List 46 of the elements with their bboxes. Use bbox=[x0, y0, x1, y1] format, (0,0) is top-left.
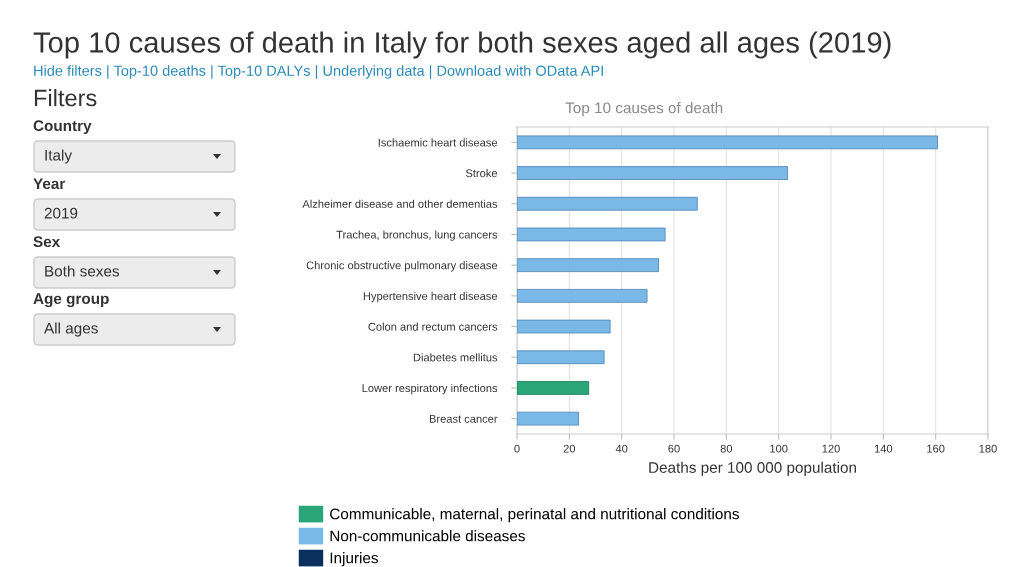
y-tick-label: Trachea, bronchus, lung cancers bbox=[336, 230, 498, 241]
text: All ages bbox=[44, 322, 98, 337]
legend-label: Communicable, maternal, perinatal and nutritional conditions bbox=[330, 508, 739, 523]
text: Top 10 causes of death in Italy for both sexes aged all ages (2019) bbox=[33, 31, 891, 59]
bar bbox=[517, 350, 605, 365]
bar bbox=[517, 411, 579, 426]
y-tick-label: Lower respiratory infections bbox=[362, 383, 498, 395]
text: Both sexes bbox=[45, 265, 120, 277]
x-tick-label: 180 bbox=[979, 444, 997, 453]
y-tick-label: Alzheimer disease and other dementias bbox=[302, 199, 498, 208]
x-tick-label: 140 bbox=[874, 444, 893, 453]
y-tick-label: Ischaemic heart disease bbox=[378, 138, 498, 147]
text: Hide filters | Top-10 deaths | Top-10 DALYs | Underlying data | Download with OData API bbox=[34, 65, 603, 79]
bar bbox=[517, 196, 698, 211]
legend-label: Non-communicable diseases bbox=[330, 530, 525, 542]
y-tick-label: Chronic obstructive pulmonary disease bbox=[306, 261, 498, 272]
x-tick-label: 60 bbox=[668, 444, 680, 453]
text: Sex bbox=[33, 236, 61, 248]
x-tick-label: 20 bbox=[563, 444, 576, 453]
text: Filters bbox=[34, 89, 97, 107]
x-tick-label: 160 bbox=[927, 444, 945, 453]
chart-title: Top 10 causes of death bbox=[565, 102, 723, 117]
bar bbox=[517, 227, 666, 242]
x-axis-title: Deaths per 100 000 population bbox=[649, 461, 856, 476]
text: Age group bbox=[33, 293, 109, 308]
text: Year bbox=[33, 178, 66, 190]
x-tick-label: 0 bbox=[514, 444, 520, 453]
bar bbox=[517, 319, 611, 334]
x-tick-label: 100 bbox=[770, 444, 788, 453]
y-tick-label: Breast cancer bbox=[429, 415, 498, 423]
text: 2019 bbox=[44, 207, 78, 219]
text: Italy bbox=[45, 149, 72, 164]
bar bbox=[517, 166, 788, 180]
y-tick-label: Diabetes mellitus bbox=[413, 353, 498, 362]
y-tick-label: Hypertensive heart disease bbox=[363, 291, 498, 303]
legend-label: Injuries bbox=[330, 552, 378, 567]
bar bbox=[517, 381, 590, 395]
y-tick-label: Colon and rectum cancers bbox=[368, 322, 498, 331]
x-tick-label: 120 bbox=[822, 444, 840, 453]
x-tick-label: 80 bbox=[720, 444, 733, 453]
text: Country bbox=[33, 120, 92, 135]
x-tick-label: 40 bbox=[615, 444, 628, 453]
bar bbox=[517, 135, 938, 150]
y-tick-label: Stroke bbox=[465, 169, 498, 178]
bar bbox=[517, 288, 648, 303]
bar bbox=[517, 258, 659, 273]
